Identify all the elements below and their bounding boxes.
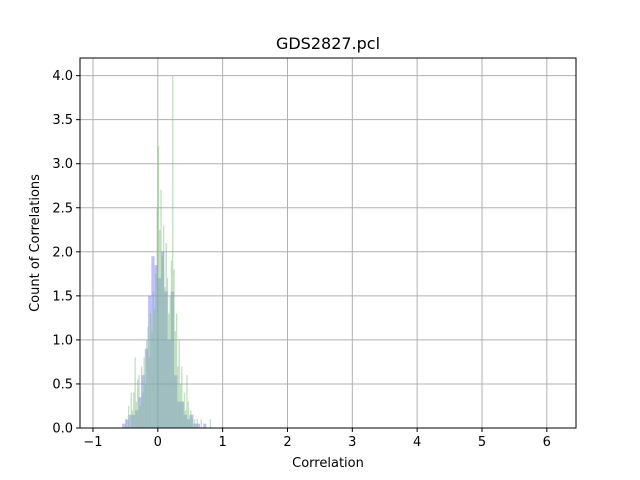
histogram-bar-series-2	[135, 401, 138, 428]
x-tick-label: 2	[283, 435, 291, 450]
histogram-bar-series-2	[146, 339, 148, 428]
y-tick-label: 3.5	[52, 113, 73, 128]
histogram-bar-series-2	[162, 225, 165, 428]
histogram-bar-series-2	[178, 339, 180, 428]
histogram-bar-series-2	[159, 229, 161, 428]
histogram-bar-series-2	[125, 419, 127, 428]
histogram-bar-series-1	[196, 423, 200, 428]
y-tick-label: 2.0	[52, 245, 73, 260]
histogram-bar-series-1	[203, 423, 207, 428]
histogram-bar-series-2	[185, 410, 187, 428]
histogram-bar-series-1	[125, 419, 129, 428]
bars-layer	[122, 75, 211, 428]
histogram-bar-series-2	[147, 326, 149, 428]
y-tick-label: 3.0	[52, 157, 73, 172]
histogram-bar-series-2	[174, 331, 176, 428]
histogram-bar-series-2	[170, 260, 173, 428]
y-tick-label: 0.5	[52, 377, 73, 392]
histogram-bar-series-2	[153, 309, 156, 428]
histogram-bar-series-2	[166, 278, 169, 428]
histogram-bar-series-2	[130, 392, 132, 428]
ticks-layer: −1 0 1 2 3 4 5 6 0.0 0.5 1.0 1.5 2.0 2.5 3.0 3.5 4.0	[52, 69, 551, 450]
histogram-bar-series-2	[157, 146, 160, 428]
y-axis-title: Count of Correlations	[28, 174, 43, 312]
histogram-bar-series-2	[186, 375, 188, 428]
histogram-bar-series-2	[182, 401, 184, 428]
histogram-bar-series-2	[142, 392, 144, 428]
histogram-bar-series-2	[148, 357, 151, 428]
plot-frame	[79, 57, 577, 429]
x-axis-title: Correlation	[292, 456, 364, 471]
histogram-bar-series-2	[194, 419, 196, 428]
x-tick-label: 1	[218, 435, 226, 450]
y-tick-label: 2.5	[52, 201, 73, 216]
histogram-bar-series-2	[160, 190, 162, 428]
histogram-bar-series-2	[164, 287, 166, 428]
histogram-bar-series-2	[134, 357, 136, 428]
histogram-bar-series-2	[187, 401, 189, 428]
histogram-bar-series-2	[175, 313, 178, 428]
histogram-bar-series-2	[179, 383, 182, 428]
histogram-bar-series-2	[127, 405, 130, 428]
histogram-bar-series-2	[209, 419, 211, 428]
histogram-bar-series-2	[140, 366, 143, 428]
histogram-bar-series-2	[169, 295, 171, 428]
x-tick-label: 4	[413, 435, 421, 450]
y-tick-label: 1.5	[52, 289, 73, 304]
x-tick-label: 6	[543, 435, 551, 450]
histogram-bar-series-2	[151, 331, 153, 428]
histogram-bar-series-2	[138, 375, 140, 428]
histogram-bar-series-2	[172, 75, 174, 428]
histogram-bar-series-2	[144, 383, 147, 428]
chart-title: GDS2827.pcl	[276, 34, 380, 53]
histogram-bar-series-2	[188, 414, 191, 428]
histogram-bar-series-2	[150, 313, 152, 428]
histogram-bar-series-2	[196, 419, 199, 428]
histogram-bar-series-2	[152, 291, 154, 428]
histogram-bar-series-2	[191, 419, 193, 428]
y-tick-label: 1.0	[52, 333, 73, 348]
histogram-bar-series-2	[200, 419, 202, 428]
histogram-bar-series-2	[139, 405, 141, 428]
histogram-bar-series-2	[155, 273, 157, 428]
x-tick-label: −1	[83, 435, 102, 450]
x-tick-label: 0	[154, 435, 162, 450]
histogram-bar-series-2	[183, 392, 186, 428]
histogram-bar-series-2	[137, 379, 139, 428]
histogram-bar-series-1	[128, 414, 132, 428]
x-tick-label: 5	[478, 435, 486, 450]
histogram-bar-series-2	[131, 410, 134, 428]
histogram-bar-series-2	[181, 366, 183, 428]
histogram-bar-series-2	[173, 269, 175, 428]
histogram-bar-series-2	[161, 256, 163, 428]
y-tick-label: 0.0	[52, 422, 73, 437]
y-tick-label: 4.0	[52, 69, 73, 84]
histogram-bar-series-2	[165, 243, 167, 428]
histogram-bar-series-2	[156, 207, 158, 428]
histogram-bar-series-1	[122, 423, 126, 428]
histogram-bar-series-2	[143, 357, 145, 428]
histogram-bar-series-2	[190, 410, 192, 428]
x-tick-label: 3	[348, 435, 356, 450]
histogram-bar-series-2	[177, 366, 179, 428]
histogram-bar-series-2	[168, 313, 170, 428]
histogram-bar-series-2	[133, 392, 135, 428]
